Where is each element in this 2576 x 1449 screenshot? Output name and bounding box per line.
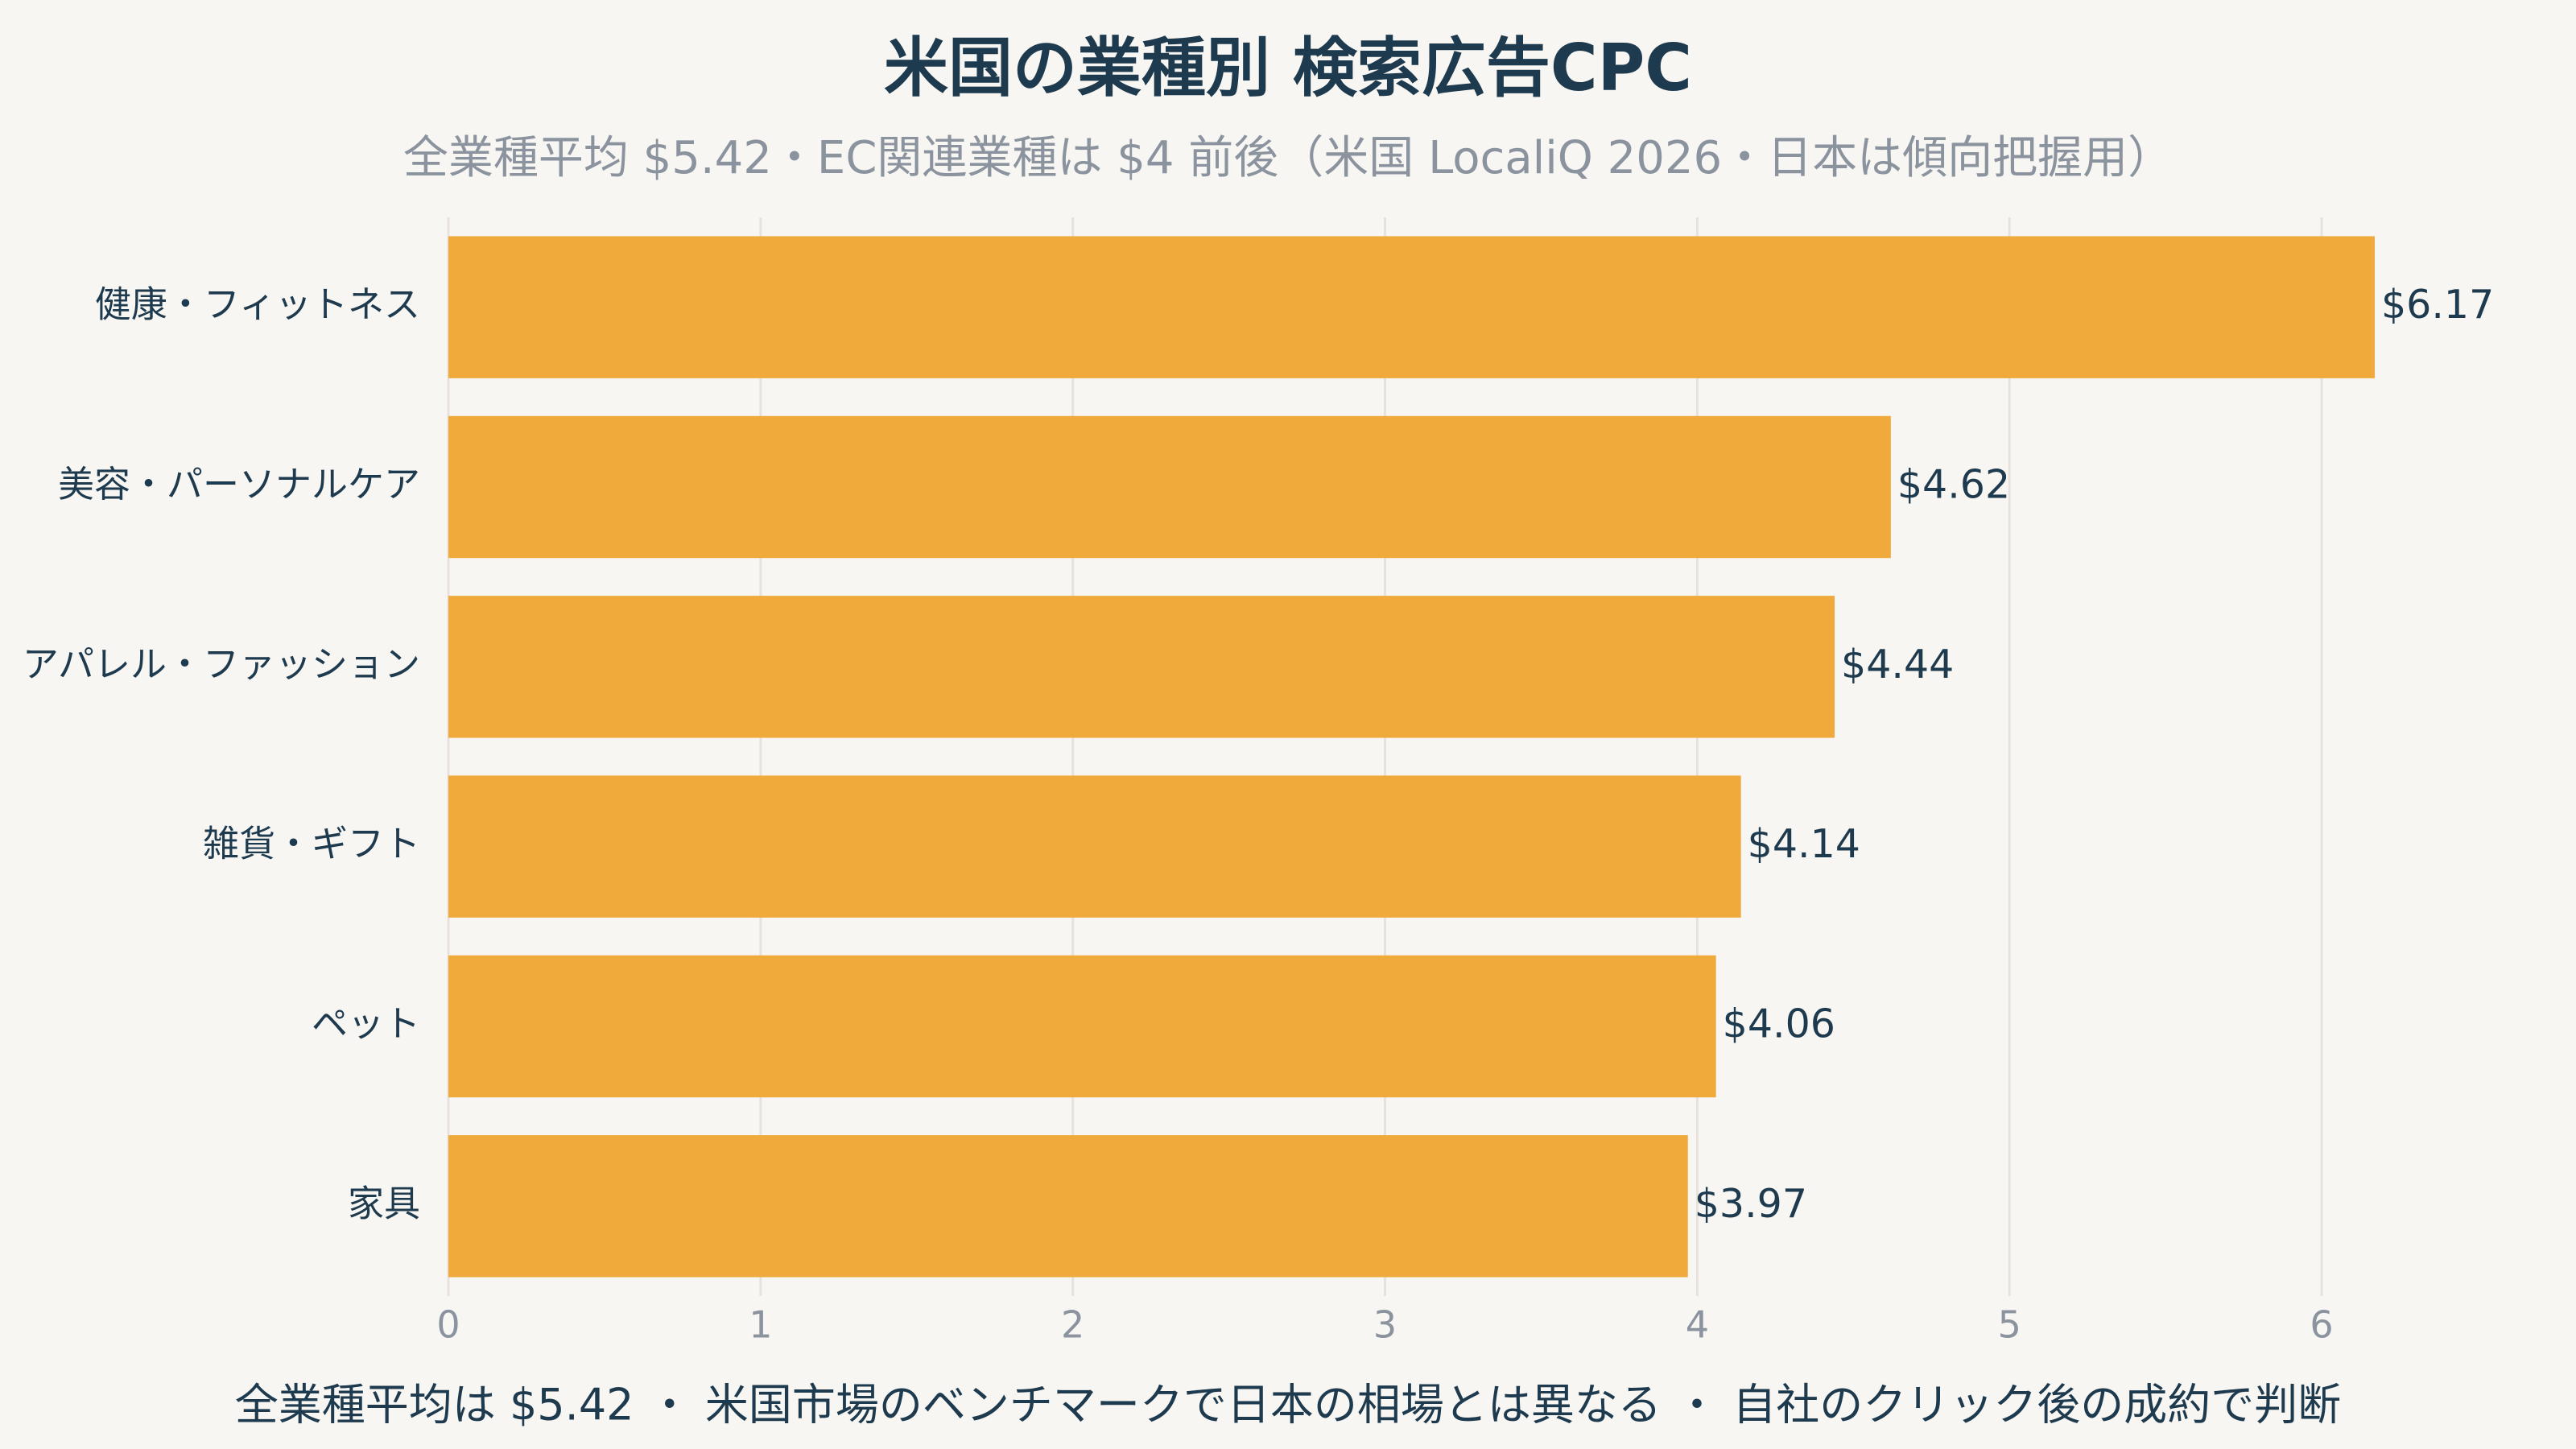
bar [448, 415, 1891, 559]
value-label: $4.06 [1723, 1001, 1835, 1047]
y-tick-label: 美容・パーソナルケア [58, 463, 420, 506]
x-tick-label: 5 [1998, 1303, 2021, 1347]
value-label: $3.97 [1695, 1181, 1807, 1227]
x-tick-label: 3 [1373, 1303, 1397, 1347]
x-tick-label: 0 [436, 1303, 460, 1347]
y-tick-label: 家具 [348, 1182, 420, 1224]
bar [448, 775, 1741, 918]
value-label: $6.17 [2381, 282, 2494, 328]
y-tick-label: 雑貨・ギフト [203, 823, 420, 865]
bar [448, 1135, 1688, 1278]
bar [448, 955, 1716, 1098]
chart-title: 米国の業種別 検索広告CPC [884, 31, 1692, 105]
annotation: 全業種平均は $5.42 ・ 米国市場のベンチマークで日本の相場とは異なる ・ … [235, 1380, 2341, 1430]
bar [448, 596, 1835, 738]
chart-subtitle: 全業種平均 $5.42・EC関連業種は $4 前後（米国 LocaliQ 202… [403, 132, 2173, 184]
value-label: $4.62 [1897, 462, 2010, 508]
bar [448, 236, 2376, 378]
value-label: $4.44 [1841, 642, 1954, 687]
y-tick-label: 健康・フィットネス [95, 283, 420, 326]
x-tick-label: 6 [2310, 1303, 2333, 1347]
x-tick-label: 4 [1686, 1303, 1709, 1347]
value-label: $4.14 [1748, 821, 1860, 867]
y-tick-label: ペット [312, 1002, 420, 1045]
x-tick-label: 2 [1061, 1303, 1084, 1347]
y-tick-label: アパレル・ファッション [23, 642, 420, 685]
x-tick-label: 1 [749, 1303, 772, 1347]
